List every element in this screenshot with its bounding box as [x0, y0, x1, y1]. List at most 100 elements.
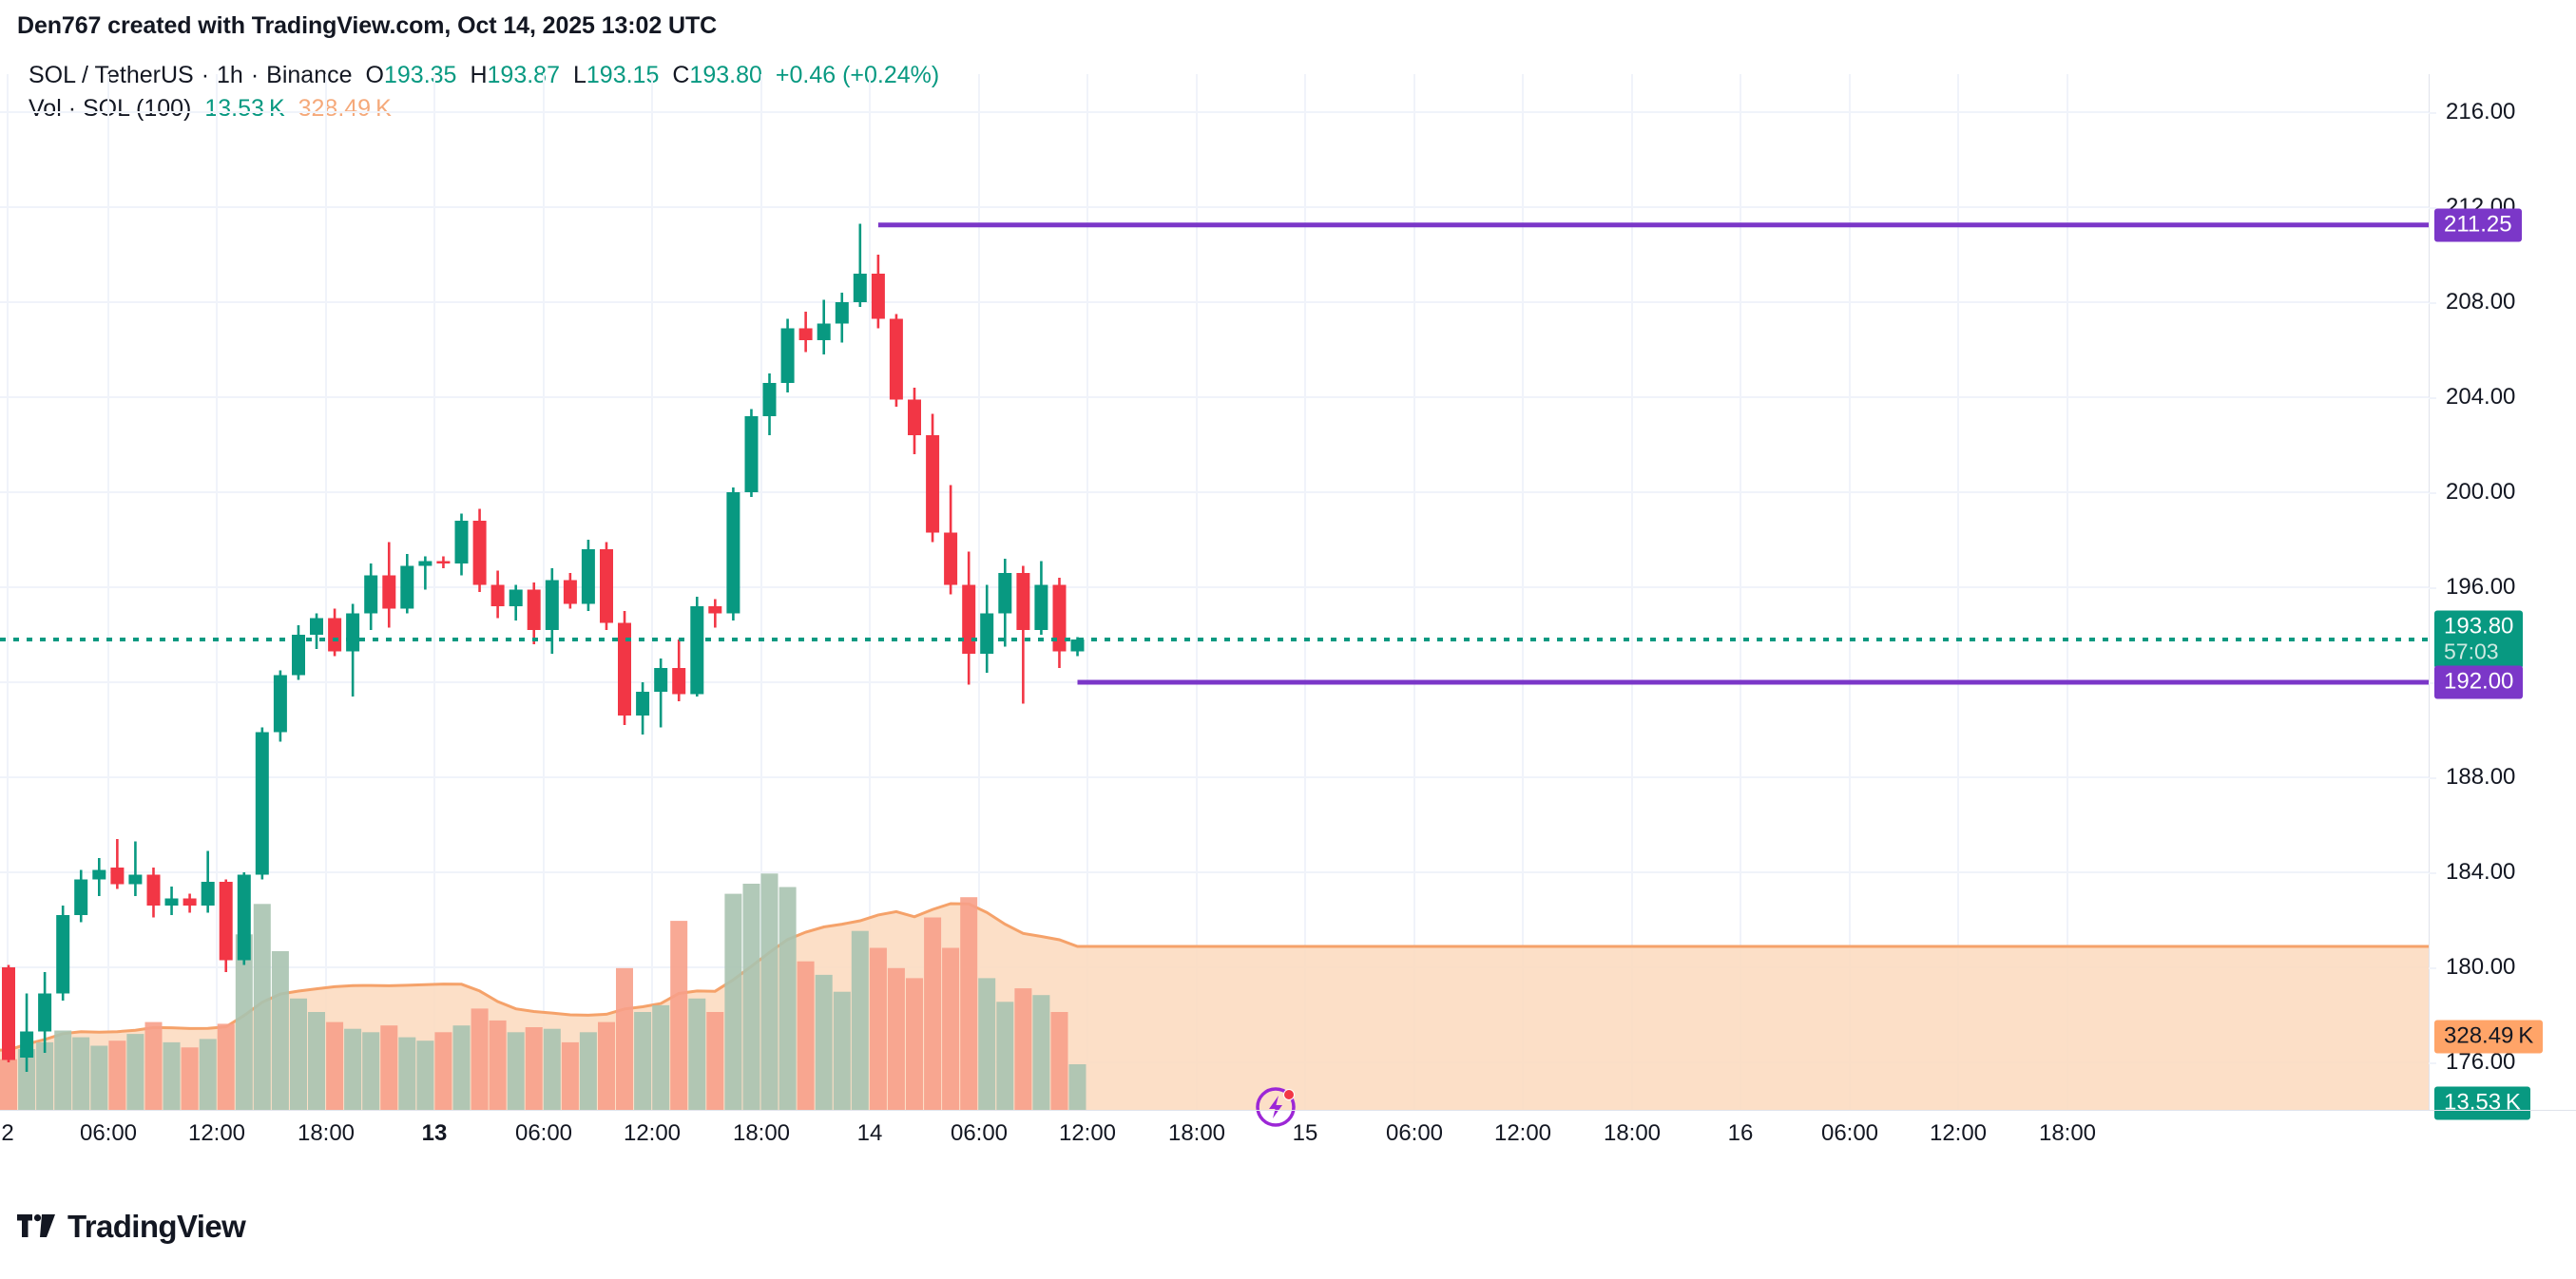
candle-body: [328, 618, 342, 652]
time-axis-tick: 16: [1727, 1120, 1754, 1146]
candle-body: [654, 668, 668, 692]
price-axis-tick: 196.00: [2446, 574, 2516, 600]
volume-bar: [181, 1047, 199, 1110]
candle-body: [20, 1031, 34, 1058]
candle-body: [780, 328, 795, 383]
candle-body: [38, 993, 52, 1032]
candle-body: [835, 302, 849, 324]
candle-body: [346, 613, 360, 652]
chart-plot-area[interactable]: [0, 74, 2429, 1110]
price-axis-tickmark: [2429, 112, 2436, 114]
volume-bar: [18, 1049, 36, 1110]
time-axis-tick: 12:00: [1929, 1120, 1988, 1146]
volume-bar: [797, 961, 815, 1110]
candle-body: [56, 915, 70, 994]
volume-bar: [471, 1008, 489, 1110]
volume-bar: [924, 917, 942, 1110]
candle-body: [201, 882, 215, 906]
candle-body: [926, 435, 940, 533]
support-line-label[interactable]: 192.00: [2434, 665, 2524, 699]
candle-body: [1052, 584, 1067, 652]
candle-body: [962, 584, 976, 654]
candle-body: [944, 532, 958, 585]
volume-ma-label[interactable]: 328.49 K: [2434, 1020, 2544, 1053]
volume-bar: [344, 1028, 362, 1110]
price-axis-tick: 188.00: [2446, 764, 2516, 790]
volume-bar: [308, 1012, 325, 1110]
price-axis-tickmark: [2429, 397, 2436, 399]
time-axis-tick: 14: [856, 1120, 883, 1146]
volume-bar: [978, 978, 996, 1110]
volume-bar: [1050, 1012, 1068, 1110]
volume-bar: [0, 1059, 17, 1110]
volume-bar: [1032, 995, 1050, 1110]
volume-bar: [598, 1021, 615, 1110]
time-axis-tick: 18:00: [732, 1120, 791, 1146]
volume-bar: [996, 1002, 1014, 1110]
candle-body: [817, 323, 831, 340]
volume-ma-line: [0, 902, 2429, 1052]
volume-bar: [634, 1012, 652, 1110]
candle-body: [164, 898, 179, 906]
time-axis-tick: 12:00: [187, 1120, 246, 1146]
candle-body: [92, 869, 106, 880]
resistance-line-label[interactable]: 211.25: [2434, 208, 2522, 242]
candle-body: [672, 668, 686, 695]
candle-body: [219, 882, 233, 961]
volume-bar: [815, 974, 833, 1110]
time-axis-tick: 18:00: [1167, 1120, 1226, 1146]
volume-bar: [616, 967, 633, 1110]
candle-body: [255, 732, 269, 875]
candle-body: [364, 575, 378, 614]
price-axis-tickmark: [2429, 777, 2436, 779]
tradingview-wordmark: TradingView: [67, 1209, 246, 1244]
candle-body: [418, 561, 433, 566]
volume-bar: [398, 1037, 416, 1110]
volume-bar: [290, 998, 307, 1110]
volume-bar: [271, 951, 289, 1110]
time-scale[interactable]: 2 06:00 12:00 18:00 13 06:00 12:00 18:00 14 06:00…: [0, 1110, 2576, 1159]
time-axis-tick: 06:00: [950, 1120, 1009, 1146]
volume-bar: [126, 1034, 144, 1110]
candle-body: [908, 399, 921, 435]
candle-body: [454, 521, 469, 563]
candle-body: [600, 549, 613, 623]
volume-bar: [706, 1012, 724, 1110]
resistance-line-label-value: 211.25: [2444, 211, 2512, 238]
candle-body: [581, 549, 595, 604]
volume-bar: [144, 1021, 163, 1110]
volume-bar: [670, 921, 688, 1110]
candle-body: [636, 692, 650, 716]
last-price-label[interactable]: 193.80 57:03: [2434, 610, 2524, 669]
candle-body: [998, 573, 1012, 614]
time-axis-tick: 12:00: [623, 1120, 682, 1146]
candle-body: [545, 580, 559, 630]
volume-bar: [652, 1004, 670, 1110]
price-axis-tick: 180.00: [2446, 954, 2516, 980]
volume-bar: [906, 978, 923, 1110]
time-axis-tick: 06:00: [1820, 1120, 1879, 1146]
lightning-badge-icon[interactable]: [1255, 1084, 1298, 1128]
volume-bar: [253, 904, 271, 1110]
volume-bar: [724, 893, 742, 1110]
price-axis-tick: 216.00: [2446, 99, 2516, 124]
volume-bar: [779, 887, 797, 1110]
price-axis-tick: 184.00: [2446, 859, 2516, 885]
candle-body: [128, 874, 143, 885]
candle-body: [509, 589, 523, 606]
candle-body: [1070, 640, 1085, 652]
volume-bar: [108, 1040, 126, 1110]
price-axis-tick: 204.00: [2446, 384, 2516, 410]
price-scale[interactable]: 216.00212.00208.00204.00200.00196.00192.…: [2429, 74, 2576, 1119]
time-axis-tick: 06:00: [79, 1120, 138, 1146]
price-axis-tickmark: [2429, 587, 2436, 589]
time-axis-tick: 12:00: [1058, 1120, 1117, 1146]
volume-bar: [851, 930, 869, 1110]
price-axis-tick: 176.00: [2446, 1049, 2516, 1075]
tradingview-logo-icon: [17, 1214, 55, 1237]
price-axis-tickmark: [2429, 302, 2436, 304]
volume-bar: [90, 1045, 108, 1110]
candle-body: [146, 874, 161, 906]
candle-body: [744, 416, 759, 492]
